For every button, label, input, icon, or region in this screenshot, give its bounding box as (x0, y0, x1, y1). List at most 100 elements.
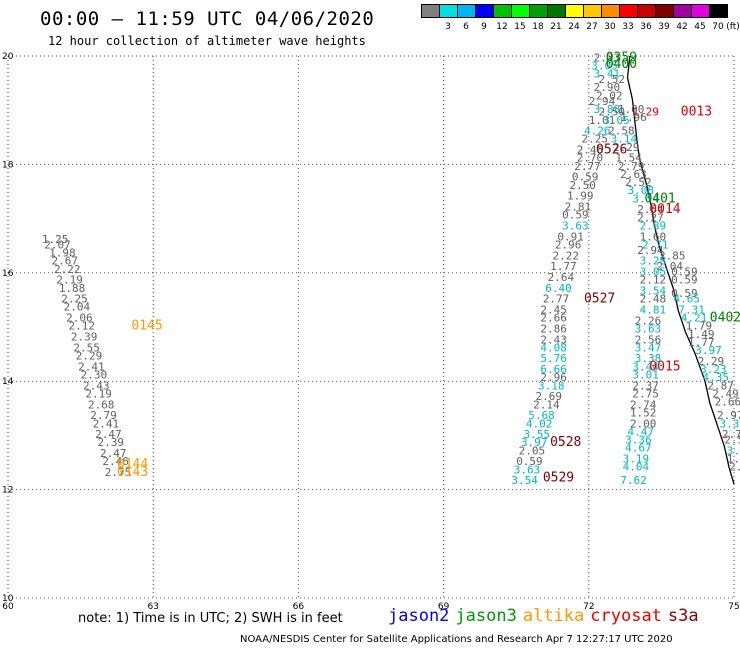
wave-height-value: 2.86 (540, 322, 567, 335)
wave-height-value: 0.59 (572, 171, 599, 184)
wave-height-value: 1.01 (589, 114, 616, 127)
wave-height-value: 2.67 (52, 255, 78, 268)
lat-tick-label: 20 (2, 52, 14, 62)
wave-height-value: 2.75 (632, 387, 659, 400)
coastline (626, 55, 735, 485)
wave-height-value: 1.29 (632, 106, 659, 119)
footer-credit: NOAA/NESDIS Center for Satellite Applica… (240, 634, 673, 645)
satellite-legend: jason2 jason3 altika cryosat s3a (388, 606, 705, 626)
wave-height-value: 3.88 (594, 103, 621, 116)
wave-height-value: 2.69 (536, 390, 563, 403)
wave-height-value: 2.74 (630, 398, 657, 411)
wave-height-value: 1.77 (688, 336, 715, 349)
wave-height-value: 3.9 (727, 444, 740, 457)
wave-height-value: 2.25 (61, 293, 88, 306)
wave-height-value: 2.63 (620, 168, 647, 181)
wave-height-value: 2.66 (540, 312, 567, 325)
wave-height-value: 3.63 (514, 463, 541, 476)
wave-height-value: 2.12 (69, 320, 96, 333)
wave-height-value: 2.06 (66, 312, 93, 325)
wave-height-value: 2.46 (102, 455, 129, 468)
wave-height-value: 2.47 (95, 428, 122, 441)
wave-height-value: 2.07 (44, 238, 71, 251)
wave-height-value: 0.59 (562, 209, 589, 222)
pass-time-label: 0401 (644, 191, 675, 206)
wave-height-value: 1.52 (630, 406, 657, 419)
color-scale-label: 24 (568, 22, 580, 32)
color-scale-label: 9 (481, 22, 487, 32)
wave-height-value: 2.26 (635, 314, 662, 327)
wave-height-value: 6.40 (545, 282, 572, 295)
pass-time-label: 0402 (710, 311, 740, 326)
map-subtitle: 12 hour collection of altimeter wave hei… (48, 34, 366, 48)
color-scale-label: 15 (514, 22, 526, 32)
color-scale-label: 30 (604, 22, 616, 32)
wave-height-value: 2.45 (540, 303, 567, 316)
wave-height-value: 2.29 (698, 355, 725, 368)
legend-jason2: jason2 (388, 606, 450, 626)
wave-height-value: 2.94 (589, 95, 616, 108)
wave-height-value: 2.56 (635, 333, 662, 346)
wave-height-value: 2.14 (533, 398, 560, 411)
color-scale-label: 33 (622, 22, 634, 32)
wave-height-value: 4.81 (640, 303, 667, 316)
wave-height-value: 2.90 (594, 81, 621, 94)
lon-tick-label: 75 (728, 602, 739, 612)
wave-height-value: 3.23 (700, 363, 727, 376)
color-swatch (709, 4, 728, 18)
legend-jason3: jason3 (455, 606, 517, 626)
legend-s3a: s3a (667, 606, 699, 626)
wave-height-value: 3.08 (628, 184, 655, 197)
wave-height-value: 2.41 (78, 360, 105, 373)
wave-height-value: 3.14 (632, 192, 659, 205)
wave-height-value: 1.96 (620, 111, 647, 124)
wave-height-value: 2.77 (574, 160, 601, 173)
wave-height-value: 1.79 (686, 320, 713, 333)
wave-height-value: 2.73 (594, 51, 621, 64)
wave-height-value: 1.77 (550, 260, 577, 273)
wave-height-value: 3.63 (635, 322, 662, 335)
pass-time-label: 0400 (606, 57, 637, 72)
wave-height-value: 3.97 (521, 436, 548, 449)
wave-height-value: 2.78 (722, 428, 740, 441)
color-scale-label: 3 (445, 22, 451, 32)
lon-tick-label: 72 (583, 602, 594, 612)
wave-height-value: 2.27 (637, 211, 664, 224)
wave-height-value: 0.59 (516, 455, 543, 468)
wave-height-value: 2.29 (76, 350, 103, 363)
color-scale-label: 39 (658, 22, 670, 32)
wave-height-value: 2.79 (618, 160, 645, 173)
color-scale-label: 45 (694, 22, 706, 32)
wave-height-value: 3.01 (632, 368, 659, 381)
wave-height-value: 3.05 (640, 266, 667, 279)
wave-height-value: 2.52 (598, 73, 625, 86)
wave-height-value: 2.50 (569, 179, 596, 192)
lon-tick-label: 69 (438, 602, 450, 612)
wave-height-value: 3.63 (562, 219, 589, 232)
lat-tick-label: 16 (2, 269, 14, 279)
wave-height-value: 0.59 (671, 287, 698, 300)
color-scale-label: 27 (586, 22, 598, 32)
pass-time-label: 0145 (131, 319, 162, 334)
wave-height-value: 3.54 (511, 474, 538, 487)
wave-height-value: 2.68 (88, 398, 115, 411)
wave-height-value: 2.00 (630, 417, 657, 430)
wave-height-value: 2.46 (577, 144, 604, 157)
wave-height-value: 4.02 (526, 417, 553, 430)
wave-height-value: 2.77 (543, 293, 570, 306)
wave-height-value: 7.62 (620, 474, 647, 487)
wave-height-value: 4.08 (540, 341, 567, 354)
wave-height-value: 2.43 (540, 333, 567, 346)
wave-height-value: 3.28 (640, 255, 667, 268)
pass-time-label: 0015 (649, 359, 680, 374)
lon-tick-label: 63 (147, 602, 158, 612)
wave-height-value: 2.25 (582, 133, 609, 146)
wave-height-value: 2.37 (632, 379, 659, 392)
wave-height-value: 2.66 (715, 396, 740, 409)
wave-height-value: 2.19 (56, 274, 83, 287)
wave-height-value: 3.55 (523, 428, 550, 441)
pass-time-label: 0529 (543, 470, 574, 485)
wave-height-value: 2.85 (659, 249, 686, 262)
wave-height-value: 0.91 (557, 230, 584, 243)
color-scale-label: 12 (496, 22, 508, 32)
